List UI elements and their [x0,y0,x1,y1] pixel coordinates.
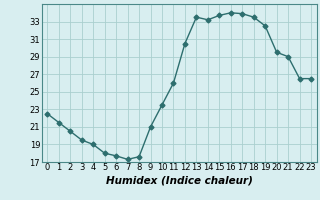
X-axis label: Humidex (Indice chaleur): Humidex (Indice chaleur) [106,175,252,185]
